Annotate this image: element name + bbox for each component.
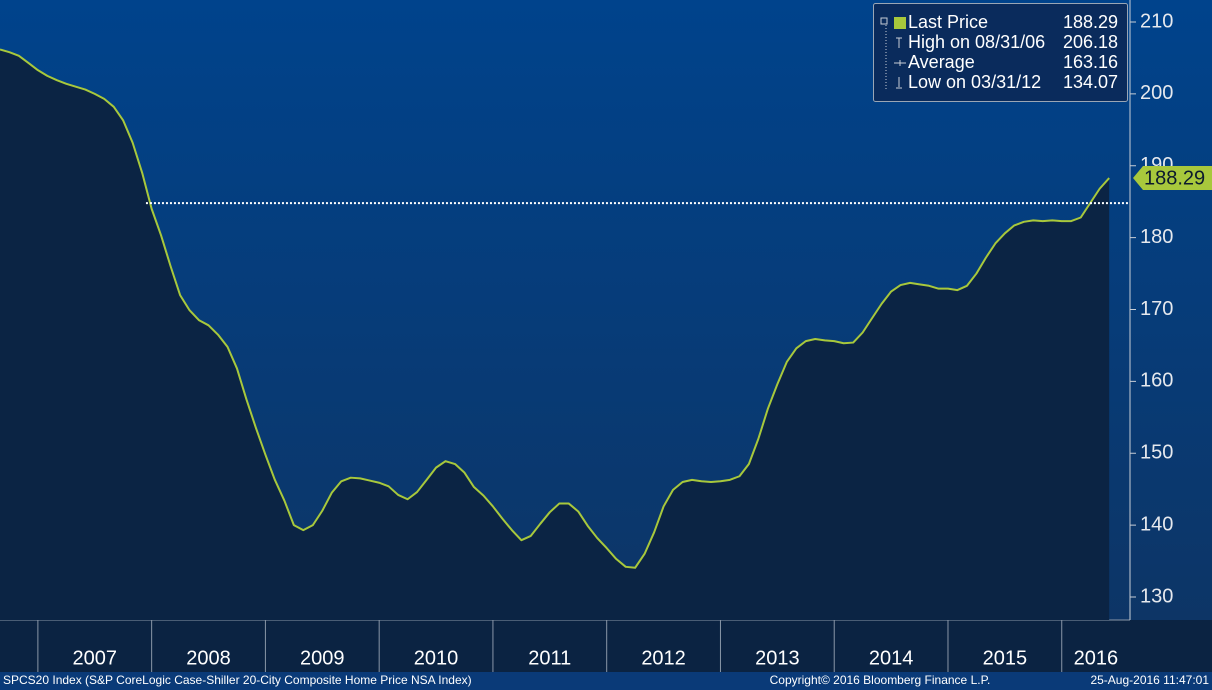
y-tick-label: 170 [1140,298,1173,320]
plot-layer [0,48,1130,672]
last-price-label: 188.29 [1144,167,1205,189]
legend-label: Last Price [908,12,988,32]
x-tick-label: 2015 [983,647,1028,669]
legend-value: 134.07 [1063,72,1118,92]
legend-average-icon [894,60,906,66]
legend-value: 206.18 [1063,32,1118,52]
footer-timestamp: 25-Aug-2016 11:47:01 [1090,673,1209,687]
legend: Last Price 188.29 High on 08/31/06 206.1… [873,3,1128,102]
legend-label: Average [908,52,975,72]
x-tick-label: 2007 [73,647,118,669]
x-tick-label: 2012 [641,647,686,669]
legend-value: 188.29 [1063,12,1118,32]
y-tick-label: 130 [1140,585,1173,607]
y-tick-label: 210 [1140,10,1173,32]
x-axis-band [0,620,1212,672]
area-fill [0,49,1110,620]
price-line [0,48,1110,569]
y-tick-label: 140 [1140,513,1173,535]
x-tick-label: 2009 [300,647,345,669]
x-tick-label: 2010 [414,647,459,669]
x-tick-label: 2008 [186,647,231,669]
legend-label: High on 08/31/06 [908,32,1045,52]
legend-box [873,3,1128,102]
legend-value: 163.16 [1063,52,1118,72]
x-tick-label: 2016 [1074,647,1119,669]
y-tick-label: 200 [1140,82,1173,104]
legend-low-icon [896,77,902,89]
y-tick-label: 160 [1140,370,1173,392]
y-tick-label: 150 [1140,442,1173,464]
y-tick-label: 180 [1140,226,1173,248]
last-price-tag [1133,166,1212,191]
legend-tree-icon [880,17,888,25]
footer-bar [0,672,1212,690]
legend-swatch [894,17,906,29]
legend-high-icon [896,37,902,48]
footer-copyright: Copyright© 2016 Bloomberg Finance L.P. [770,673,991,687]
x-tick-label: 2013 [755,647,800,669]
legend-label: Low on 03/31/12 [908,72,1041,92]
footer-source: SPCS20 Index (S&P CoreLogic Case-Shiller… [3,673,472,687]
x-tick-label: 2014 [869,647,914,669]
x-tick-label: 2011 [528,647,571,669]
